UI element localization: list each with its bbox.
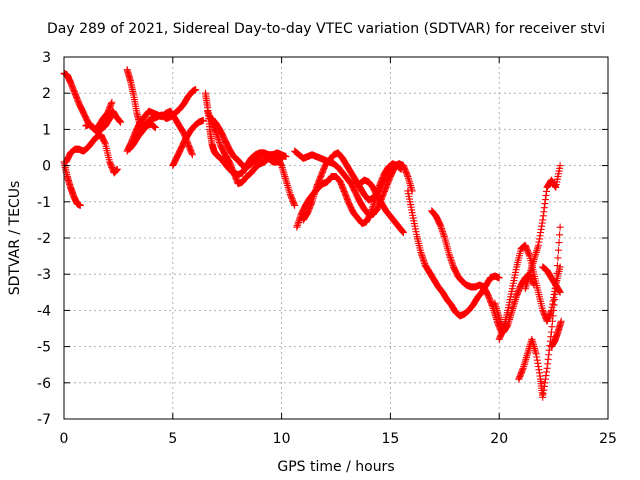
y-tick-label: 2 [42, 86, 51, 102]
series-arc-16 [404, 187, 503, 320]
series-arc-15 [356, 176, 407, 237]
data-point [554, 246, 562, 254]
y-tick-label: -5 [37, 340, 51, 356]
series-arc-20 [515, 223, 564, 401]
y-tick-labels: -7 -6 -5 -4 -3 -2 -1 0 1 2 3 [37, 50, 51, 428]
data-point [556, 223, 564, 231]
data-point [76, 201, 84, 209]
data-points [60, 66, 565, 401]
x-axis-label: GPS time / hours [277, 459, 394, 475]
data-point [495, 274, 503, 282]
x-tick-label: 15 [381, 431, 399, 447]
series-arc-7 [125, 120, 159, 153]
y-tick-label: 3 [42, 50, 51, 66]
y-tick-label: 1 [42, 122, 51, 138]
y-tick-label: -7 [37, 412, 51, 428]
y-tick-label: -2 [37, 231, 51, 247]
chart-title: Day 289 of 2021, Sidereal Day-to-day VTE… [47, 21, 605, 37]
data-point [557, 317, 565, 325]
axis-ticks [63, 56, 609, 420]
data-point [278, 154, 286, 162]
data-point [553, 262, 561, 270]
x-tick-label: 0 [60, 431, 69, 447]
x-tick-label: 25 [599, 431, 617, 447]
data-point [151, 124, 159, 132]
series-arc-14 [299, 149, 416, 224]
series-arc-17 [428, 207, 505, 336]
y-tick-label: -6 [37, 376, 51, 392]
data-point [554, 254, 562, 262]
data-point [282, 153, 290, 161]
data-point [199, 116, 207, 124]
series-arc-11 [208, 115, 286, 171]
y-tick-label: -3 [37, 267, 51, 283]
data-point [556, 231, 564, 239]
series-arc-21 [521, 162, 564, 293]
data-point [556, 288, 564, 296]
x-tick-label: 5 [168, 431, 177, 447]
series-arc-6 [123, 107, 196, 159]
y-tick-label: 0 [42, 159, 51, 175]
data-point [188, 151, 196, 159]
y-axis-label: SDTVAR / TECUs [7, 181, 23, 296]
data-point [530, 281, 538, 289]
data-point [113, 165, 121, 173]
series-arc-4 [82, 98, 116, 133]
data-point [117, 118, 125, 126]
data-point [108, 98, 116, 106]
x-tick-label: 20 [490, 431, 508, 447]
y-tick-label: -1 [37, 195, 51, 211]
data-point [291, 201, 299, 209]
x-tick-labels: 0 5 10 15 20 25 [60, 431, 617, 447]
y-tick-label: -4 [37, 303, 51, 319]
data-point [555, 239, 563, 247]
data-point [399, 229, 407, 237]
series-arc-23 [547, 317, 565, 351]
data-point [192, 86, 200, 94]
series-arc-3 [62, 131, 121, 177]
series-arc-8 [169, 116, 207, 170]
data-point [553, 269, 561, 277]
x-tick-label: 10 [273, 431, 291, 447]
data-point [556, 162, 564, 170]
series-arc-22 [539, 263, 564, 296]
